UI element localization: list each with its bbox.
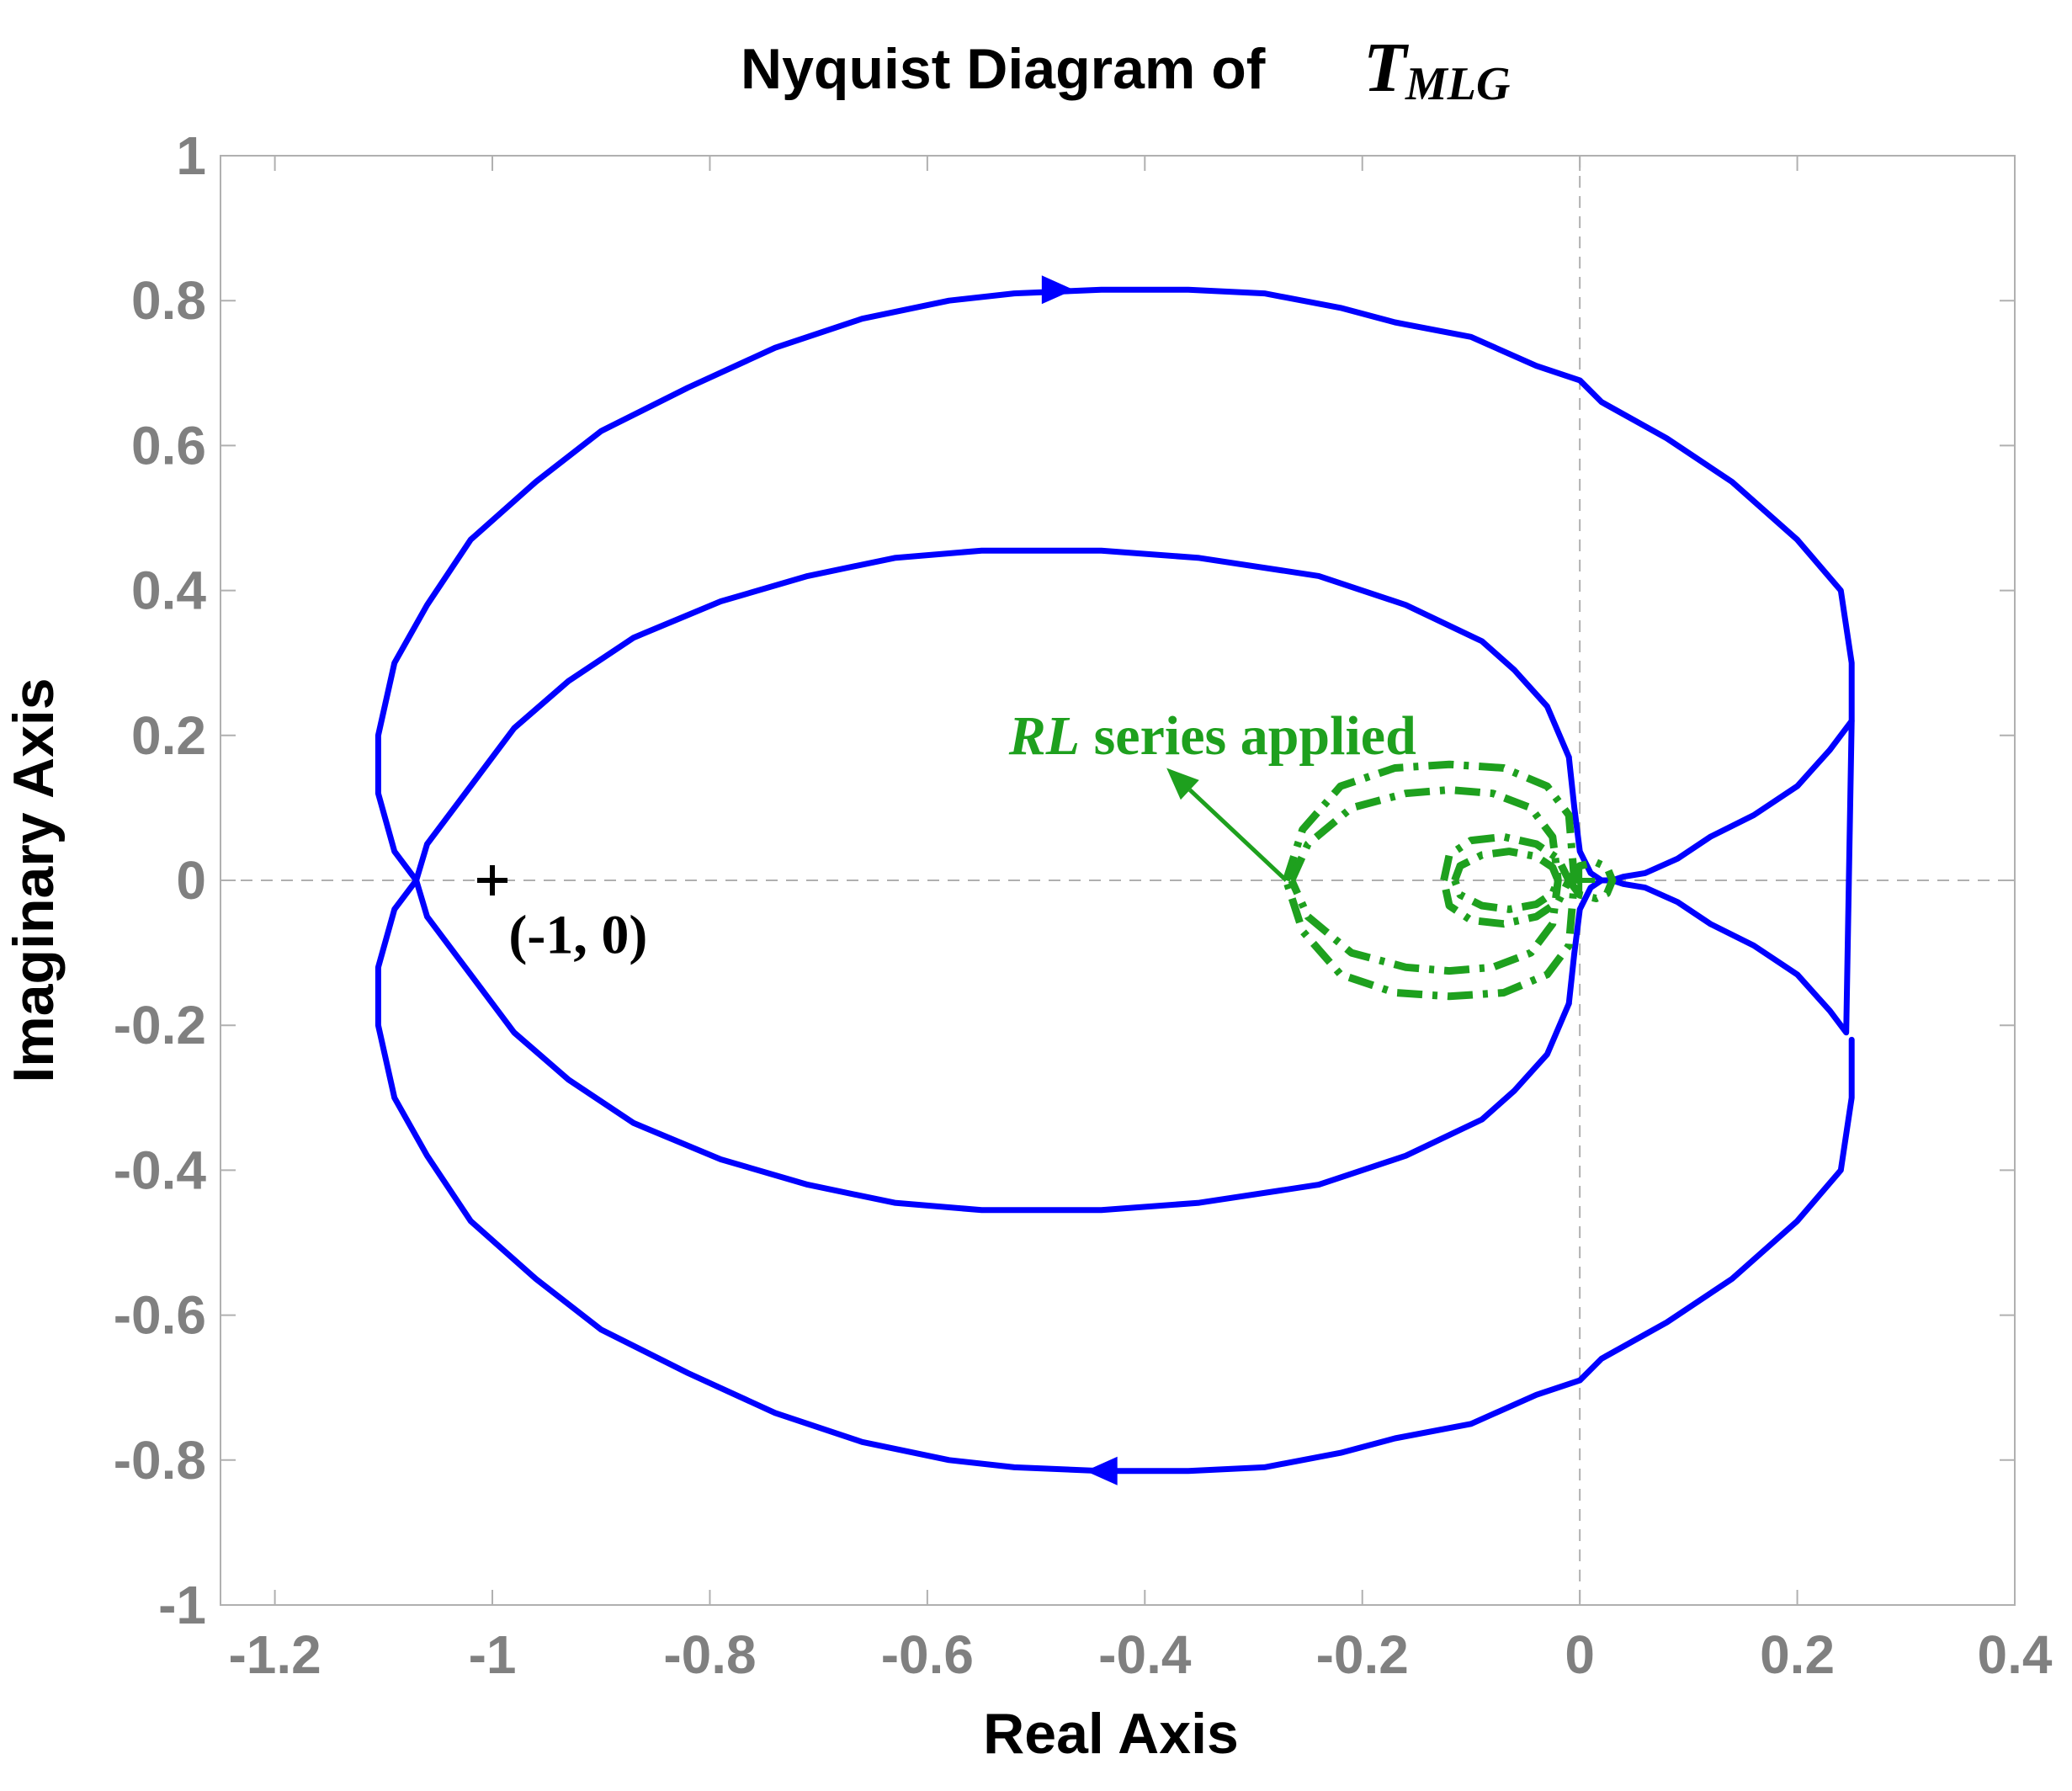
point-marker-2: [1565, 865, 1596, 896]
x-tick-label: -0.6: [881, 1624, 974, 1685]
y-tick-label: -0.4: [114, 1140, 207, 1200]
chart-title-symbol: T: [1363, 29, 1410, 107]
annotation-label-2: (-1, 0): [508, 905, 647, 966]
nyquist-series-1: [375, 286, 1855, 1214]
y-tick-label: 0.8: [131, 270, 206, 331]
annotation-arrow-shaft: [1188, 788, 1288, 882]
y-axis-label: Imaginary Axis: [2, 678, 66, 1082]
chart-title: Nyquist Diagram of T MLG: [741, 29, 1510, 110]
x-tick-label: 0.2: [1760, 1624, 1835, 1685]
x-axis-label: Real Axis: [983, 1702, 1239, 1766]
chart-title-text: Nyquist Diagram of: [741, 37, 1266, 101]
x-tick-label: -1.2: [228, 1624, 321, 1685]
annotation-label-1: RL series applied: [1008, 705, 1416, 767]
nyquist-series-5: [1288, 785, 1562, 975]
y-tick-label: -0.6: [114, 1285, 206, 1346]
markers-group: [477, 275, 1596, 1485]
x-tick-label: -0.4: [1098, 1624, 1192, 1685]
annotation-text-part: series applied: [1080, 705, 1416, 767]
nyquist-series-4: [1283, 760, 1579, 1001]
direction-arrow-left: [1085, 1456, 1118, 1485]
annotation-arrow-head: [1166, 768, 1199, 800]
annotation-italic-part: RL: [1008, 705, 1080, 767]
y-tick-label: -1: [158, 1575, 206, 1635]
x-tick-label: -0.8: [663, 1624, 756, 1685]
x-tick-label: -1: [469, 1624, 517, 1685]
y-tick-label: -0.8: [114, 1430, 206, 1491]
chart-title-subscript: MLG: [1405, 58, 1510, 110]
annotations-group: RL series applied (-1, 0): [508, 705, 1416, 966]
x-tick-label: 0.4: [1978, 1624, 2053, 1685]
y-tick-label: -0.2: [114, 995, 206, 1055]
direction-arrow-right: [1041, 275, 1074, 305]
nyquist-series-2: [375, 547, 1855, 1475]
nyquist-series-8: [1565, 858, 1617, 902]
point-marker-1: [477, 865, 508, 896]
y-tick-label: 1: [176, 125, 206, 186]
y-tick-label: 0.2: [131, 705, 206, 766]
axis-ticks: -1.2 -1 -0.8 -0.6 -0.4 -0.2 0 0.2 0.4 -1 -0.8 -0.6 -…: [114, 125, 2053, 1685]
x-tick-label: 0: [1565, 1624, 1595, 1685]
y-tick-label: 0.6: [131, 415, 206, 476]
y-tick-label: 0.4: [131, 561, 206, 621]
x-tick-label: -0.2: [1316, 1624, 1409, 1685]
y-tick-label: 0: [176, 850, 206, 911]
nyquist-series-7: [1451, 848, 1562, 913]
zero-lines: [220, 156, 2015, 1605]
